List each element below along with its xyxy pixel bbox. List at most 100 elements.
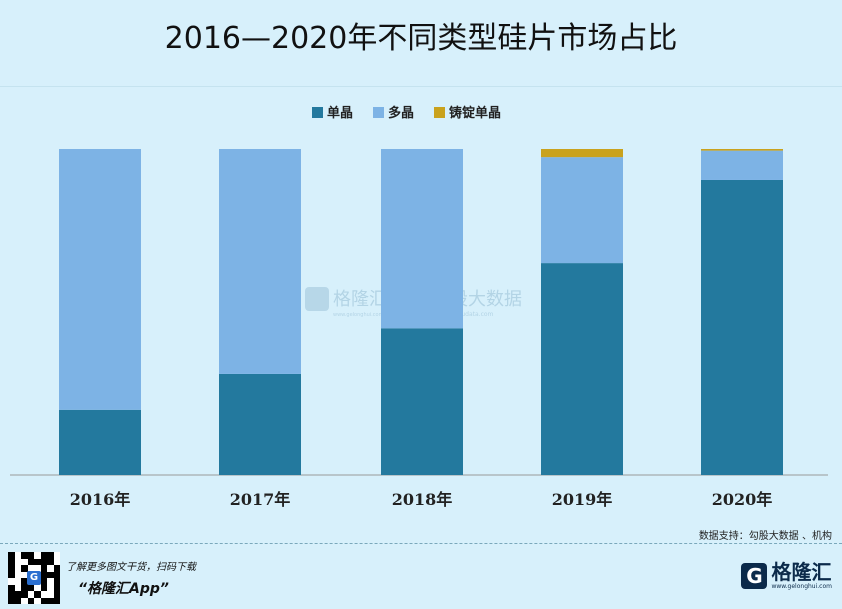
legend-swatch xyxy=(373,107,384,118)
x-tick-label: 2016年 xyxy=(70,490,131,509)
qr-module xyxy=(40,552,47,559)
qr-module xyxy=(8,558,15,565)
data-source: 数据支持：勾股大数据 、机构 xyxy=(698,531,832,542)
g-logo-icon: G xyxy=(27,571,41,585)
bar-segment xyxy=(541,149,623,158)
qr-code[interactable]: G xyxy=(8,552,60,604)
promo-app-name: “格隆汇App” xyxy=(78,581,169,597)
qr-module xyxy=(47,578,54,585)
qr-module xyxy=(40,597,47,604)
qr-module xyxy=(53,558,60,565)
qr-module xyxy=(40,591,47,598)
footer-divider xyxy=(0,543,842,545)
qr-module xyxy=(8,597,15,604)
qr-module xyxy=(34,565,41,572)
watermark-url-2: www.gogudata.com xyxy=(434,311,494,318)
qr-module xyxy=(21,558,28,565)
stacked-bar-chart: 格隆汇www.gelonghui.com勾股大数据www.gogudata.co… xyxy=(10,105,828,509)
bar-segment xyxy=(701,149,783,151)
qr-module xyxy=(21,597,28,604)
qr-module xyxy=(53,565,60,572)
legend-swatch xyxy=(312,107,323,118)
title-divider xyxy=(0,86,842,87)
watermark-brand: 格隆汇 xyxy=(333,289,387,310)
x-tick-label: 2020年 xyxy=(712,490,773,509)
qr-module xyxy=(47,597,54,604)
chart-area: 格隆汇 www.gelonghui.com 勾股大数据 www.gogudata.co… xyxy=(8,92,834,532)
qr-module xyxy=(53,584,60,591)
legend-swatch xyxy=(434,107,445,118)
legend-label: 多晶 xyxy=(388,105,414,121)
bar-segment xyxy=(541,157,623,264)
qr-module xyxy=(21,578,28,585)
qr-module xyxy=(40,565,47,572)
bar-segment xyxy=(541,263,623,475)
bar-segment xyxy=(701,150,783,180)
qr-module xyxy=(14,571,21,578)
watermark-logo-icon xyxy=(305,287,329,311)
brand-url: www.gelonghui.com xyxy=(771,583,832,590)
qr-module xyxy=(34,552,41,559)
qr-module xyxy=(21,584,28,591)
g-logo-icon: G xyxy=(741,563,768,589)
qr-module xyxy=(21,565,28,572)
qr-module xyxy=(14,591,21,598)
bar-segment xyxy=(219,149,301,374)
qr-module xyxy=(8,571,15,578)
brand-name: 格隆汇 xyxy=(771,560,832,584)
qr-module xyxy=(40,578,47,585)
qr-module xyxy=(53,591,60,598)
qr-module xyxy=(27,591,34,598)
qr-module xyxy=(47,584,54,591)
legend-label: 铸锭单晶 xyxy=(449,105,501,121)
bar-segment xyxy=(701,179,783,475)
qr-module xyxy=(27,558,34,565)
qr-module xyxy=(8,578,15,585)
qr-module xyxy=(53,552,60,559)
qr-module xyxy=(40,571,47,578)
qr-module xyxy=(34,558,41,565)
qr-module xyxy=(34,584,41,591)
qr-module xyxy=(40,584,47,591)
bar-segment xyxy=(381,149,463,329)
chart-title: 2016—2020年不同类型硅片市场占比 xyxy=(164,21,678,56)
qr-module xyxy=(8,591,15,598)
qr-module xyxy=(8,552,15,559)
qr-module xyxy=(47,565,54,572)
bar-segment xyxy=(381,328,463,475)
qr-module xyxy=(8,584,15,591)
bar-segment xyxy=(59,149,141,410)
qr-module xyxy=(14,578,21,585)
qr-module xyxy=(21,552,28,559)
qr-module xyxy=(14,597,21,604)
bar-segment xyxy=(219,373,301,475)
qr-module xyxy=(14,558,21,565)
qr-module xyxy=(53,597,60,604)
qr-module xyxy=(27,565,34,572)
promo-text: 了解更多图文干货，扫码下载 xyxy=(66,562,196,573)
qr-module xyxy=(27,597,34,604)
qr-module xyxy=(53,578,60,585)
qr-module xyxy=(34,591,41,598)
qr-module xyxy=(27,584,34,591)
qr-module xyxy=(47,558,54,565)
qr-module xyxy=(14,565,21,572)
qr-module xyxy=(47,591,54,598)
watermark-url: www.gelonghui.com xyxy=(333,312,384,318)
qr-module xyxy=(34,597,41,604)
brand-logo: G 格隆汇 www.gelonghui.com xyxy=(741,558,832,594)
qr-module xyxy=(47,552,54,559)
footer: G 了解更多图文干货，扫码下载 “格隆汇App” G 格隆汇 www.gelon… xyxy=(0,544,842,609)
x-tick-label: 2019年 xyxy=(552,490,613,509)
qr-module xyxy=(14,584,21,591)
legend-label: 单晶 xyxy=(327,105,353,121)
qr-module xyxy=(21,571,28,578)
x-tick-label: 2018年 xyxy=(392,490,453,509)
qr-module xyxy=(40,558,47,565)
qr-module xyxy=(27,552,34,559)
qr-module xyxy=(8,565,15,572)
qr-module xyxy=(47,571,54,578)
bar-segment xyxy=(59,409,141,475)
x-tick-label: 2017年 xyxy=(230,490,291,509)
qr-module xyxy=(21,591,28,598)
